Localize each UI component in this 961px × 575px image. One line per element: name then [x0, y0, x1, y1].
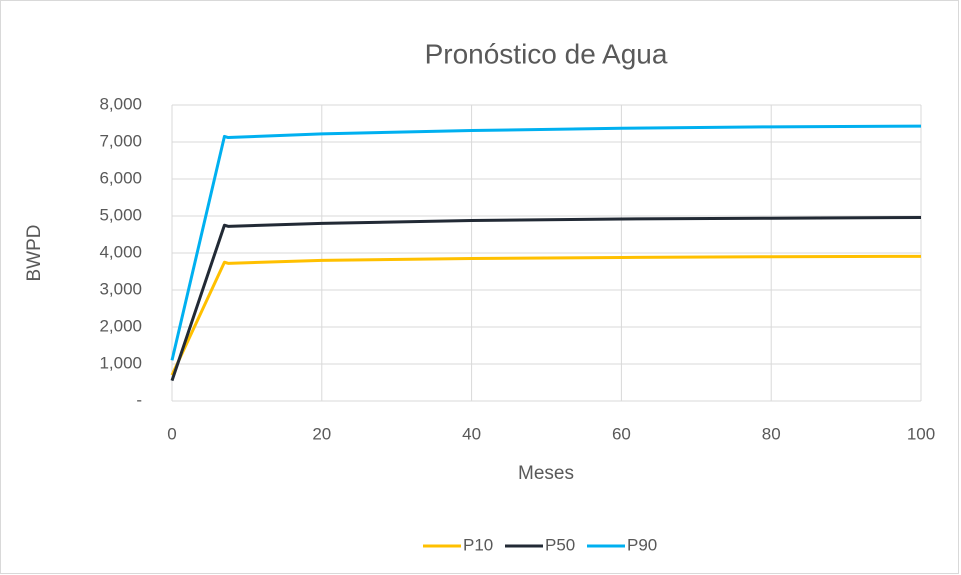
line-series — [170, 254, 922, 376]
line-series — [170, 124, 922, 361]
y-axis-label: BWPD — [24, 225, 45, 282]
x-tick-label: 100 — [907, 424, 935, 443]
chart-title: Pronóstico de Agua — [425, 38, 668, 69]
y-tick-label: 5,000 — [99, 205, 142, 224]
x-tick-label: 40 — [462, 424, 481, 443]
legend-label: P90 — [627, 535, 657, 554]
legend-label: P50 — [545, 535, 575, 554]
y-tick-label: 1,000 — [99, 353, 142, 372]
x-tick-label: 80 — [762, 424, 781, 443]
x-axis-label: Meses — [518, 463, 574, 484]
y-tick-label: 4,000 — [99, 242, 142, 261]
y-tick-label: 7,000 — [99, 131, 142, 150]
y-tick-label: - — [136, 390, 142, 409]
y-tick-label: 3,000 — [99, 279, 142, 298]
y-tick-label: 6,000 — [99, 168, 142, 187]
x-tick-label: 0 — [167, 424, 176, 443]
x-tick-label: 60 — [612, 424, 631, 443]
y-tick-label: 8,000 — [99, 94, 142, 113]
legend-label: P10 — [463, 535, 493, 554]
line-series — [170, 215, 922, 382]
x-tick-label: 20 — [312, 424, 331, 443]
y-tick-label: 2,000 — [99, 316, 142, 335]
